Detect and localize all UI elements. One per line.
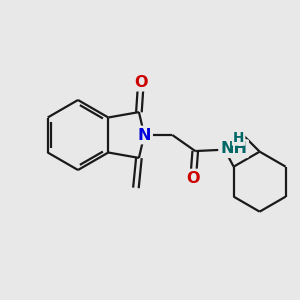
Text: NH: NH (220, 141, 247, 156)
Text: N: N (138, 128, 151, 142)
Text: H: H (233, 131, 244, 145)
Text: O: O (134, 75, 148, 90)
Text: O: O (187, 171, 200, 186)
